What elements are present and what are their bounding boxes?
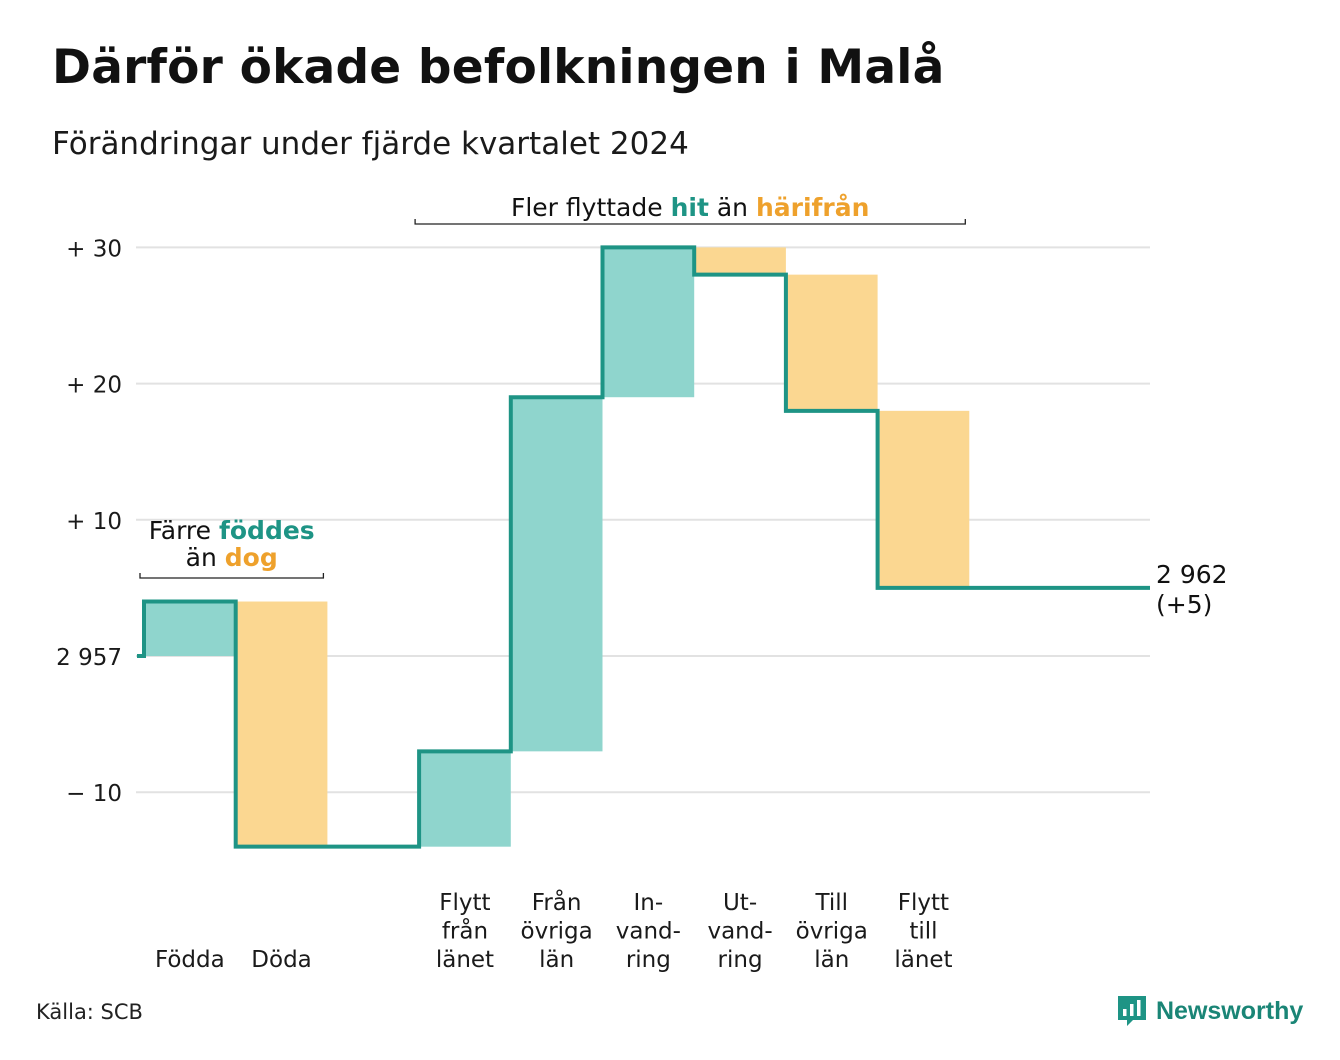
decrease-bar [235, 601, 328, 847]
x-tick-label: övriga [796, 919, 868, 945]
x-tick-label: län [814, 947, 849, 973]
annotation-bracket [139, 573, 325, 579]
decrease-bar [694, 247, 786, 275]
x-tick-label: Födda [155, 947, 225, 973]
annotation-text: Färre föddes [149, 516, 315, 545]
decrease-bar [877, 410, 970, 588]
x-tick-label: länet [894, 947, 952, 973]
y-tick-label: + 30 [66, 236, 122, 262]
x-tick-label: Från [532, 888, 582, 916]
increase-bar [144, 601, 236, 656]
y-tick-label: + 10 [66, 509, 122, 535]
x-tick-label: vand- [707, 919, 772, 945]
x-tick-label: Flytt [439, 890, 490, 916]
annotation-bracket [414, 219, 966, 225]
newsworthy-logo-icon [1118, 996, 1146, 1026]
chart-title: Därför ökade befolkningen i Malå [52, 40, 945, 95]
x-tick-label: län [539, 947, 574, 973]
y-tick-label: + 20 [66, 373, 122, 399]
x-tick-label: Döda [251, 947, 311, 973]
brand-logo[interactable]: Newsworthy [1116, 994, 1303, 1028]
x-tick-label: från [442, 917, 488, 945]
end-value-label: 2 962 [1156, 560, 1228, 589]
running-total-line [137, 245, 1150, 849]
increase-bar [419, 751, 511, 847]
x-tick-label: Till [814, 890, 848, 916]
annotation-text: än dog [186, 543, 278, 572]
x-tick-label: In- [634, 890, 664, 916]
end-value-label: (+5) [1156, 590, 1212, 619]
x-tick-label: Ut- [723, 890, 757, 916]
x-tick-label: ring [626, 947, 671, 973]
x-tick-label: ring [718, 947, 763, 973]
source-note: Källa: SCB [36, 1000, 143, 1024]
x-tick-label: övriga [521, 919, 593, 945]
annotation-text: Fler flyttade hit än härifrån [511, 193, 869, 222]
x-tick-label: länet [436, 947, 494, 973]
brand-name: Newsworthy [1156, 996, 1304, 1025]
decrease-bar [785, 274, 878, 411]
increase-bar [602, 247, 695, 398]
y-tick-label: − 10 [66, 781, 122, 807]
x-tick-label: Flytt [898, 890, 949, 916]
x-tick-label: till [909, 919, 937, 945]
x-tick-label: vand- [616, 919, 681, 945]
y-tick-label: 2 957 [56, 645, 122, 671]
chart-subtitle: Förändringar under fjärde kvartalet 2024 [52, 126, 689, 162]
increase-bar [510, 397, 603, 752]
